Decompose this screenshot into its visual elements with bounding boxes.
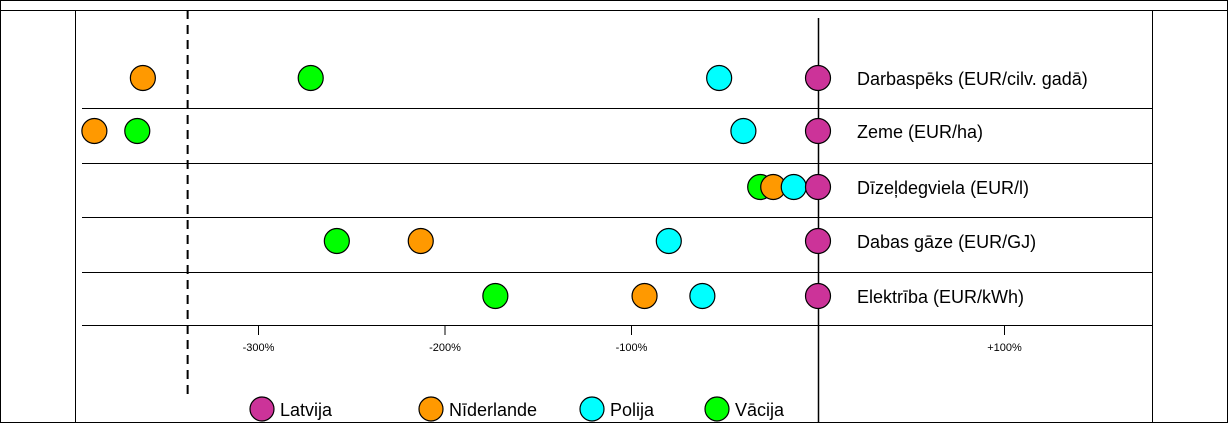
x-tick-label: -200% (429, 342, 461, 354)
point-latvija (804, 173, 832, 201)
x-tick-label: +100% (987, 342, 1022, 354)
category-labels: Darbaspēks (EUR/cilv. gadā) Zeme (EUR/ha)… (857, 69, 1088, 307)
legend-label: Vācija (735, 400, 785, 420)
x-tick-label: -100% (616, 342, 648, 354)
point-vācija (482, 282, 509, 310)
x-axis: -300% -200% -100% +100% (82, 10, 1152, 423)
point-vācija (297, 64, 324, 92)
legend-label: Latvija (280, 400, 333, 420)
point-latvija (804, 64, 832, 92)
category-label: Zeme (EUR/ha) (857, 122, 983, 142)
data-points (81, 64, 832, 310)
point-polija (780, 173, 807, 201)
point-polija (706, 64, 733, 92)
category-label: Dīzeļdegviela (EUR/l) (857, 178, 1029, 198)
legend-label: Nīderlande (449, 400, 537, 420)
point-nīderlande (631, 282, 658, 310)
x-tick-label: -300% (243, 342, 275, 354)
category-label: Dabas gāze (EUR/GJ) (857, 232, 1036, 252)
legend-marker (704, 396, 730, 422)
point-nīderlande (81, 117, 108, 145)
point-polija (730, 117, 757, 145)
legend-marker (418, 396, 444, 422)
category-label: Darbaspēks (EUR/cilv. gadā) (857, 69, 1088, 89)
point-latvija (804, 227, 832, 255)
legend-marker (579, 396, 605, 422)
point-latvija (804, 117, 832, 145)
row-separators (82, 108, 1152, 273)
legend: Latvija Nīderlande Polija Vācija (249, 396, 785, 422)
point-vācija (124, 117, 151, 145)
point-vācija (323, 227, 350, 255)
legend-label: Polija (610, 400, 655, 420)
point-polija (655, 227, 682, 255)
point-polija (689, 282, 716, 310)
legend-marker (249, 396, 275, 422)
point-nīderlande (407, 227, 434, 255)
category-label: Elektrība (EUR/kWh) (857, 287, 1024, 307)
point-latvija (804, 282, 832, 310)
point-nīderlande (129, 64, 156, 92)
